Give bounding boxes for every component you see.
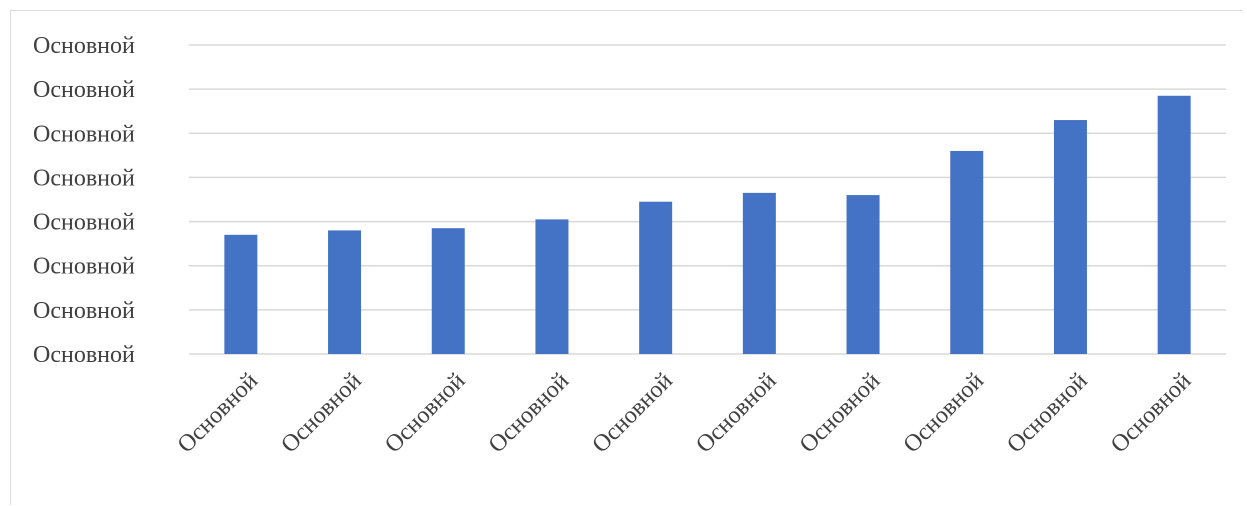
bar [846, 195, 880, 354]
bar [1053, 120, 1087, 355]
bar-chart: ОсновнойОсновнойОсновнойОсновнойОсновной… [33, 33, 1226, 459]
x-tick-label: Основной [380, 368, 471, 459]
bar [328, 230, 362, 354]
bar [1157, 95, 1191, 354]
y-axis-tick-labels: Основной Основной Основной Основной Основной… [33, 33, 135, 368]
y-tick-label: Основной [33, 210, 135, 236]
x-axis-tick-labels: Основной Основной Основной Основной Основной… [173, 368, 1197, 459]
x-tick-label: Основной [173, 368, 264, 459]
y-tick-label: Основной [33, 33, 135, 59]
x-tick-label: Основной [1002, 368, 1093, 459]
bar [431, 228, 465, 354]
x-tick-label: Основной [691, 368, 782, 459]
bar [950, 150, 984, 354]
x-tick-label: Основной [1106, 368, 1197, 459]
bar [742, 192, 776, 354]
gridlines [189, 44, 1226, 355]
bar [224, 234, 258, 354]
y-tick-label: Основной [33, 342, 135, 368]
chart-frame: Основной Основной Основной Основной Основной… [10, 10, 1242, 505]
y-tick-label: Основной [33, 121, 135, 147]
bar [639, 201, 673, 354]
x-tick-label: Основной [276, 368, 367, 459]
y-tick-label: Основной [33, 298, 135, 324]
bar [535, 219, 569, 354]
x-tick-label: Основной [899, 368, 990, 459]
x-tick-label: Основной [795, 368, 886, 459]
bars [224, 95, 1191, 355]
y-tick-label: Основной [33, 254, 135, 280]
x-tick-label: Основной [484, 368, 575, 459]
y-tick-label: Основной [33, 165, 135, 191]
x-tick-label: Основной [587, 368, 678, 459]
y-tick-label: Основной [33, 77, 135, 103]
